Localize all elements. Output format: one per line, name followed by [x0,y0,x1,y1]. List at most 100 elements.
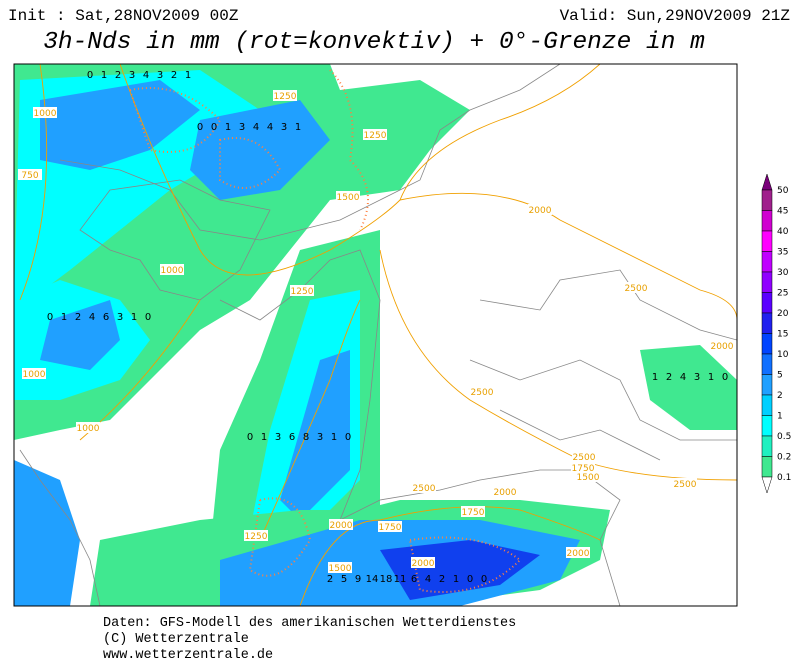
contour-label: 1250 [245,532,268,542]
contour-label: 1750 [572,464,595,474]
precip-area [40,80,200,170]
precip-value: 4 [267,122,273,133]
colorbar-label: 40 [777,227,789,237]
precip-value: 1 [331,432,337,443]
precip-value: 4 [253,122,259,133]
precip-value: 2 [115,70,121,81]
precip-value: 9 [355,574,361,585]
contour-label-box [576,471,600,482]
precip-area [40,300,120,370]
colorbar-segment [761,210,773,232]
contour-label: 1250 [364,131,387,141]
precip-value: 0 [722,372,728,383]
contour-label: 1250 [291,287,314,297]
precip-value: 1 [101,70,107,81]
precip-value: 14 [366,574,379,585]
footer-line: Daten: GFS-Modell des amerikanischen Wet… [103,616,516,631]
contour-label: 2000 [711,342,734,352]
precip-value: 3 [275,432,281,443]
contour-label: 1000 [77,424,100,434]
contour-label-box [493,486,517,497]
colorbar-label: 25 [777,289,788,299]
contour-label: 1000 [161,266,184,276]
precip-value: 2 [666,372,672,383]
contour-label-box [244,530,268,541]
contour-label: 1500 [337,193,360,203]
colorbar-label: 0.1 [777,473,791,483]
colorbar-label: 15 [777,330,788,340]
precip-value: 3 [117,312,123,323]
colorbar-label: 1 [777,412,783,422]
contour-label-box [470,386,494,397]
contour-label: 1500 [329,564,352,574]
contour-label-box [76,422,100,433]
contour-label-box [328,562,352,573]
colorbar-segment [761,476,773,494]
precip-value: 2 [171,70,177,81]
colorbar-segment [761,173,773,191]
precip-value: 1 [261,432,267,443]
colorbar-segment [761,374,773,396]
contour-label-box [363,129,387,140]
colorbar-label: 0.2 [777,453,791,463]
precip-value: 3 [317,432,323,443]
contour-label: 2000 [494,488,517,498]
contour-label: 2000 [567,549,590,559]
contour-label: 2500 [471,388,494,398]
precip-value: 0 [145,312,151,323]
precip-value: 11 [394,574,407,585]
colorbar-segment [761,456,773,478]
precip-value: 4 [425,574,431,585]
precip-value: 4 [89,312,95,323]
colorbar-label: 20 [777,309,789,319]
precip-value: 1 [131,312,137,323]
contour-label-box [566,547,590,558]
precip-value: 1 [185,70,191,81]
colorbar-segment [761,415,773,437]
contour-label-box [571,462,595,473]
precip-value: 3 [129,70,135,81]
convective-precip [128,69,522,593]
precip-value: 3 [239,122,245,133]
contour-label: 1000 [23,370,46,380]
precip-value: 8 [303,432,309,443]
contour-label: 1750 [462,508,485,518]
precip-area [280,350,350,520]
contour-label-box [624,282,648,293]
precip-value: 0 [247,432,253,443]
colorbar-label: 45 [777,207,788,217]
precip-value: 6 [411,574,417,585]
footer-line: www.wetterzentrale.de [103,648,273,663]
precip-value: 3 [694,372,700,383]
precip-value: 3 [281,122,287,133]
colorbar-segment [761,333,773,355]
contour-label-box [336,191,360,202]
contour-label: 1750 [379,523,402,533]
contour-label-box [33,107,57,118]
init-time: Init : Sat,28NOV2009 00Z [8,7,239,25]
precip-value: 0 [197,122,203,133]
precip-value: 6 [289,432,295,443]
colorbar-segment [761,435,773,457]
colorbar-segment [761,394,773,416]
contour-label: 750 [21,171,38,181]
footer-line: (C) Wetterzentrale [103,632,249,647]
contour-label: 2000 [412,559,435,569]
colorbar-label: 10 [777,350,789,360]
contour-label-box [673,478,697,489]
colorbar-segment [761,353,773,375]
contour-label-box [572,451,596,462]
precip-value: 0 [211,122,217,133]
precip-value: 4 [143,70,149,81]
contour-label-box [412,482,436,493]
precip-area [190,100,330,200]
title: 3h-Nds in mm (rot=konvektiv) + 0°-Grenze… [43,29,705,56]
contour-label-box [160,264,184,275]
precip-value: 1 [708,372,714,383]
contour-label-box [329,519,353,530]
contour-label-box [273,90,297,101]
contour-label: 2000 [330,521,353,531]
precip-value: 0 [467,574,473,585]
